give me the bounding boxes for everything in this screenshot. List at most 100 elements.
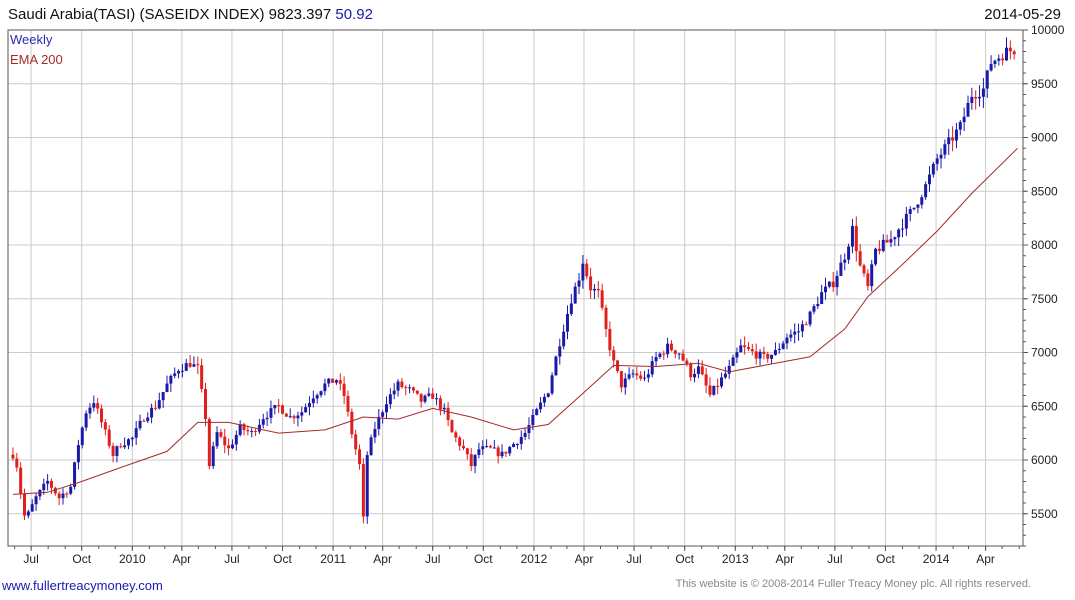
candle-body [612,350,616,361]
candle-body [215,432,219,447]
candle-body [766,353,770,359]
candle-body [596,288,600,291]
candle [161,391,165,408]
candle-body [793,331,797,335]
candle-body [230,444,234,449]
plot-frame [7,29,1024,547]
candle [770,354,774,364]
candle-body [188,363,192,367]
candle-body [777,348,781,350]
candle-body [604,307,608,330]
candle-body [84,413,88,428]
candle-body [600,290,604,308]
candle-body [53,487,57,494]
candle-body [542,396,546,403]
candle [746,341,750,352]
candle [361,458,365,524]
candle-body [727,365,731,374]
candle-body [993,60,997,64]
candle-body [492,447,496,449]
candle [558,338,562,365]
legend-weekly: Weekly [10,32,53,47]
candle-body [827,281,831,287]
x-tick-label: Apr [373,552,392,566]
candle-body [49,480,53,488]
candle-body [346,396,350,412]
candle [319,390,323,398]
candle-body [1012,51,1016,55]
candle [893,236,897,246]
candle-body [785,337,789,344]
candle [80,426,84,449]
candle-body [866,273,870,287]
candle [246,425,250,436]
x-tick-label: Oct [273,552,292,566]
candle [169,374,173,393]
candle-body [153,407,157,409]
candle [727,359,731,379]
candle [485,439,489,448]
x-tick-label: Jul [626,552,641,566]
candle [739,339,743,353]
candle-body [15,458,19,468]
candle [877,240,881,255]
candle-body [804,324,808,326]
candle-body [496,447,500,457]
candle [454,430,458,443]
candle [523,427,527,441]
candle [142,418,146,422]
x-tick-label: Jul [224,552,239,566]
candle-body [931,163,935,175]
x-tick-label: Apr [976,552,995,566]
candle-body [200,365,204,389]
candle [307,396,311,416]
candle [381,410,385,424]
candle [30,499,34,512]
candle [781,340,785,350]
candle-body [161,392,165,401]
candle [338,373,342,391]
candle-body [304,407,308,413]
candle-body [585,263,589,277]
x-tick-label: 2013 [722,552,749,566]
candle [577,272,581,295]
candle-body [408,387,412,389]
candle-body [73,462,77,487]
candle-body [481,446,485,450]
candle [257,418,261,434]
candle [797,323,801,341]
candle [581,254,585,289]
candle [177,369,181,379]
candle-body [523,433,527,437]
candle [989,55,993,72]
candle [993,59,997,68]
candle [107,424,111,449]
candle-body [96,403,100,409]
candle-body [419,393,423,402]
candle [793,323,797,344]
candle-body [477,449,481,455]
candle-body [958,122,962,130]
x-tick-label: Oct [474,552,493,566]
candle-body [80,427,84,446]
candle-body [954,129,958,141]
candle [388,388,392,409]
candle-body [177,371,181,374]
site-link[interactable]: www.fullertreacymoney.com [2,578,163,593]
candle-body [361,464,365,517]
candle-body [469,454,473,467]
candle [119,443,123,449]
candle [11,447,15,461]
candle-body [319,391,323,396]
candle-body [296,415,300,419]
candle-body [442,407,446,410]
candle [84,410,88,432]
candle-body [265,417,269,420]
candle-body [789,334,793,338]
candle [720,372,724,389]
candle-body [203,388,207,420]
candle-body [835,275,839,288]
candle [723,366,727,380]
chart-title: Saudi Arabia(TASI) (SASEIDX INDEX) 9823.… [8,6,332,23]
x-tick-label: Jul [23,552,38,566]
